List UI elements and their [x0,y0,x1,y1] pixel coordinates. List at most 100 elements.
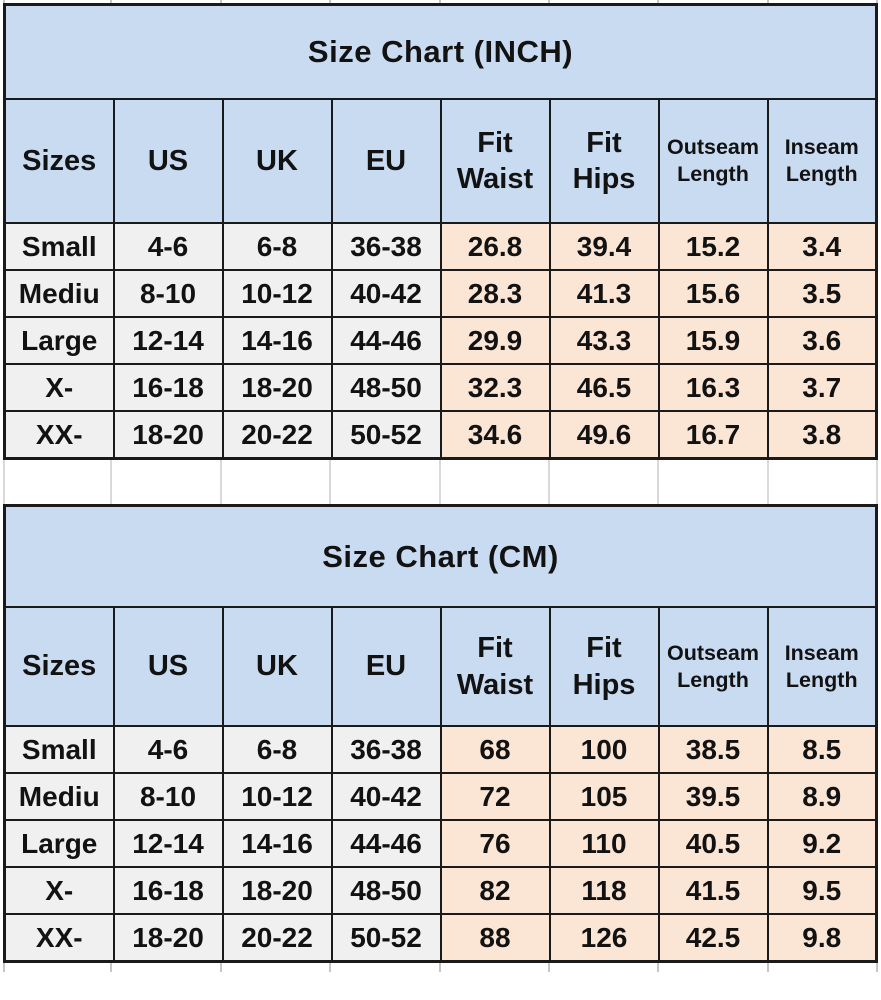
value-cell[interactable]: 36-38 [330,222,442,271]
size-label-cell[interactable]: Small [3,222,115,271]
gridline-tick [3,963,113,972]
value-cell[interactable]: 76 [439,819,551,868]
gridline-tick [441,963,550,972]
value-cell[interactable]: 20-22 [221,410,333,460]
table-title: Size Chart (CM) [3,504,878,608]
value-cell[interactable]: 16.3 [657,363,769,412]
table-row: Mediu 8-10 10-12 40-42 28.3 41.3 15.6 3.5 [3,269,878,318]
value-cell[interactable]: 18-20 [112,410,224,460]
size-label-cell[interactable]: Mediu [3,269,115,318]
value-cell[interactable]: 15.6 [657,269,769,318]
spreadsheet-canvas: Size Chart (INCH) Sizes US UK EU Fit Waist Fit… [3,0,878,972]
value-cell[interactable]: 46.5 [548,363,660,412]
value-cell[interactable]: 40.5 [657,819,769,868]
value-cell[interactable]: 20-22 [221,913,333,963]
value-cell[interactable]: 39.5 [657,772,769,821]
value-cell[interactable]: 8-10 [112,772,224,821]
size-label-cell[interactable]: Mediu [3,772,115,821]
value-cell[interactable]: 3.6 [766,316,878,365]
value-cell[interactable]: 50-52 [330,410,442,460]
column-header-outseam-length: Outseam Length [657,98,769,224]
value-cell[interactable]: 44-46 [330,819,442,868]
value-cell[interactable]: 100 [548,725,660,774]
value-cell[interactable]: 9.8 [766,913,878,963]
value-cell[interactable]: 68 [439,725,551,774]
value-cell[interactable]: 39.4 [548,222,660,271]
value-cell[interactable]: 10-12 [221,269,333,318]
column-header-outseam-length: Outseam Length [657,606,769,727]
size-label-cell[interactable]: XX- [3,913,115,963]
value-cell[interactable]: 26.8 [439,222,551,271]
value-cell[interactable]: 9.5 [766,866,878,915]
size-label-cell[interactable]: Large [3,316,115,365]
table-row: Large 12-14 14-16 44-46 29.9 43.3 15.9 3.6 [3,316,878,365]
value-cell[interactable]: 15.2 [657,222,769,271]
size-label-cell[interactable]: X- [3,866,115,915]
value-cell[interactable]: 8-10 [112,269,224,318]
value-cell[interactable]: 49.6 [548,410,660,460]
value-cell[interactable]: 3.7 [766,363,878,412]
value-cell[interactable]: 3.5 [766,269,878,318]
size-label-cell[interactable]: X- [3,363,115,412]
value-cell[interactable]: 50-52 [330,913,442,963]
value-cell[interactable]: 40-42 [330,269,442,318]
value-cell[interactable]: 88 [439,913,551,963]
top-gridline-ticks [3,0,878,3]
value-cell[interactable]: 16.7 [657,410,769,460]
value-cell[interactable]: 43.3 [548,316,660,365]
value-cell[interactable]: 41.5 [657,866,769,915]
value-cell[interactable]: 12-14 [112,819,224,868]
gridline-tick [550,963,660,972]
gridline-tick [769,460,878,504]
gridline-tick [769,963,878,972]
size-label-cell[interactable]: Small [3,725,115,774]
value-cell[interactable]: 4-6 [112,222,224,271]
value-cell[interactable]: 42.5 [657,913,769,963]
value-cell[interactable]: 12-14 [112,316,224,365]
value-cell[interactable]: 36-38 [330,725,442,774]
column-header-eu: EU [330,98,442,224]
value-cell[interactable]: 3.8 [766,410,878,460]
value-cell[interactable]: 105 [548,772,660,821]
value-cell[interactable]: 10-12 [221,772,333,821]
value-cell[interactable]: 4-6 [112,725,224,774]
value-cell[interactable]: 18-20 [112,913,224,963]
value-cell[interactable]: 48-50 [330,363,442,412]
table-title-row: Size Chart (CM) [3,504,878,608]
value-cell[interactable]: 118 [548,866,660,915]
value-cell[interactable]: 8.5 [766,725,878,774]
value-cell[interactable]: 18-20 [221,363,333,412]
value-cell[interactable]: 6-8 [221,222,333,271]
column-header-row: Sizes US UK EU Fit Waist Fit Hips Outseam Leng… [3,606,878,727]
value-cell[interactable]: 82 [439,866,551,915]
spreadsheet-empty-row [3,460,878,504]
table-title-row: Size Chart (INCH) [3,3,878,100]
column-header-sizes: Sizes [3,606,115,727]
value-cell[interactable]: 15.9 [657,316,769,365]
value-cell[interactable]: 126 [548,913,660,963]
value-cell[interactable]: 32.3 [439,363,551,412]
value-cell[interactable]: 34.6 [439,410,551,460]
value-cell[interactable]: 28.3 [439,269,551,318]
value-cell[interactable]: 14-16 [221,316,333,365]
value-cell[interactable]: 8.9 [766,772,878,821]
value-cell[interactable]: 29.9 [439,316,551,365]
size-label-cell[interactable]: XX- [3,410,115,460]
value-cell[interactable]: 16-18 [112,866,224,915]
value-cell[interactable]: 72 [439,772,551,821]
value-cell[interactable]: 40-42 [330,772,442,821]
value-cell[interactable]: 48-50 [330,866,442,915]
value-cell[interactable]: 38.5 [657,725,769,774]
gridline-tick [112,0,222,3]
value-cell[interactable]: 14-16 [221,819,333,868]
value-cell[interactable]: 6-8 [221,725,333,774]
value-cell[interactable]: 16-18 [112,363,224,412]
value-cell[interactable]: 41.3 [548,269,660,318]
value-cell[interactable]: 110 [548,819,660,868]
value-cell[interactable]: 3.4 [766,222,878,271]
value-cell[interactable]: 18-20 [221,866,333,915]
size-label-cell[interactable]: Large [3,819,115,868]
value-cell[interactable]: 44-46 [330,316,442,365]
gridline-tick [331,963,441,972]
value-cell[interactable]: 9.2 [766,819,878,868]
